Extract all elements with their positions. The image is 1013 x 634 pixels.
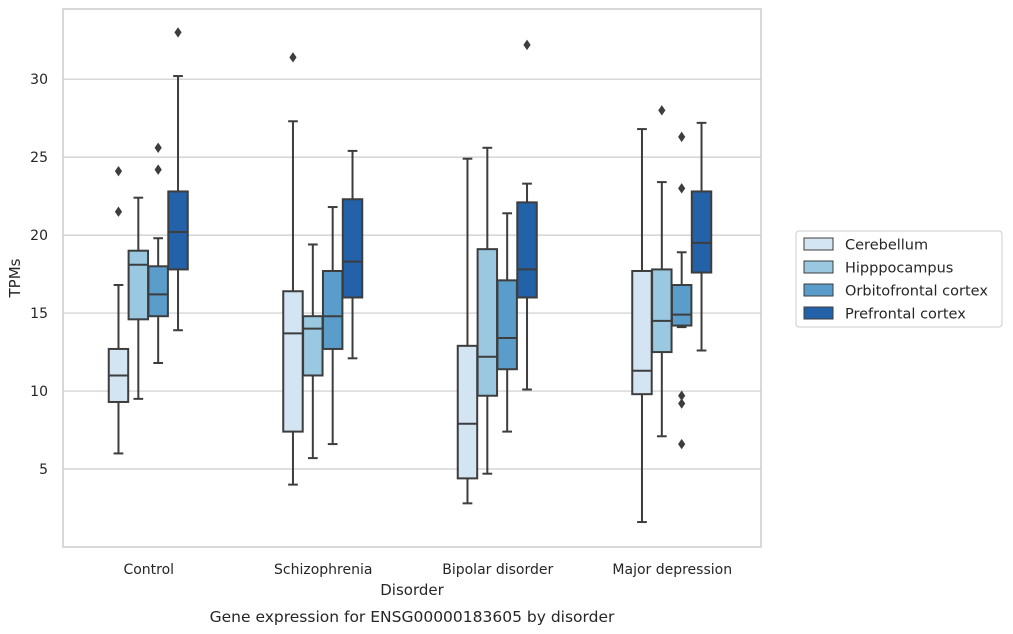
box-iqr xyxy=(127,249,150,321)
y-tick-label: 20 xyxy=(30,228,48,244)
x-tick-label: Bipolar disorder xyxy=(442,562,553,578)
box-iqr xyxy=(321,269,344,350)
legend-label: Cerebellum xyxy=(845,238,928,254)
y-tick-labels: 5 10 15 20 25 30 xyxy=(30,72,48,478)
outlier-point xyxy=(289,52,297,63)
y-axis-label: TPMs xyxy=(6,258,24,298)
box-0-3 xyxy=(167,27,189,332)
box-iqr xyxy=(651,268,673,354)
legend-items: Cerebellum Hipppocampus Orbitofrontal cort… xyxy=(803,237,988,323)
boxes-layer xyxy=(107,27,713,524)
y-tick-label: 10 xyxy=(30,384,48,400)
box-iqr xyxy=(670,284,693,327)
chart-caption: Gene expression for ENSG00000183605 by d… xyxy=(210,608,615,626)
box-iqr xyxy=(690,190,713,274)
outlier-point xyxy=(114,206,123,217)
x-tick-labels: Control Schizophrenia Bipolar disorder Majo… xyxy=(123,562,732,578)
box-iqr xyxy=(476,248,499,397)
plot-frame xyxy=(62,8,762,548)
box-2-1 xyxy=(476,146,499,475)
legend-swatch xyxy=(803,283,834,297)
box-3-2 xyxy=(670,131,693,450)
box-iqr xyxy=(302,315,324,377)
box-1-3 xyxy=(341,149,364,360)
outlier-point xyxy=(678,131,686,143)
outlier-point xyxy=(523,39,531,51)
x-tick-label: Control xyxy=(123,562,174,578)
box-0-2 xyxy=(147,142,169,364)
outlier-point xyxy=(678,183,686,194)
legend-label: Orbitofrontal cortex xyxy=(845,284,988,300)
box-iqr xyxy=(167,190,189,271)
legend-swatch xyxy=(803,306,834,320)
box-iqr xyxy=(631,269,653,396)
legend-swatch xyxy=(803,237,834,251)
outlier-point xyxy=(174,27,182,38)
outlier-point xyxy=(658,105,666,116)
outlier-point xyxy=(154,142,162,153)
box-3-3 xyxy=(690,121,713,352)
box-iqr xyxy=(456,344,479,480)
y-tick-label: 25 xyxy=(30,150,48,166)
legend-frame xyxy=(795,230,1003,328)
box-iqr xyxy=(147,265,169,318)
box-0-0 xyxy=(107,165,130,455)
box-1-0 xyxy=(282,52,304,486)
legend-swatch xyxy=(803,260,834,274)
outlier-point xyxy=(678,438,686,450)
box-iqr xyxy=(341,198,364,299)
y-tick-label: 15 xyxy=(30,306,48,322)
box-2-0 xyxy=(456,157,479,505)
outlier-point xyxy=(154,164,162,175)
legend-label: Hipppocampus xyxy=(845,261,953,277)
y-tick-label: 5 xyxy=(39,462,48,478)
outlier-point xyxy=(114,165,123,177)
y-tick-label: 30 xyxy=(30,72,48,88)
box-2-3 xyxy=(516,39,538,391)
box-iqr xyxy=(516,201,538,299)
box-3-0 xyxy=(631,128,653,524)
box-3-1 xyxy=(651,105,673,438)
box-1-1 xyxy=(302,243,324,460)
legend-label: Prefrontal cortex xyxy=(845,307,966,323)
legend: Cerebellum Hipppocampus Orbitofrontal cort… xyxy=(795,230,1003,328)
x-tick-label: Major depression xyxy=(612,562,732,578)
box-0-1 xyxy=(127,196,150,400)
box-iqr xyxy=(496,279,518,371)
outlier-point xyxy=(678,398,686,409)
x-tick-label: Schizophrenia xyxy=(274,562,372,578)
box-iqr xyxy=(282,290,304,433)
x-axis-label: Disorder xyxy=(380,581,444,599)
box-2-2 xyxy=(496,212,518,433)
outlier-point xyxy=(678,390,686,401)
box-1-2 xyxy=(321,206,344,446)
